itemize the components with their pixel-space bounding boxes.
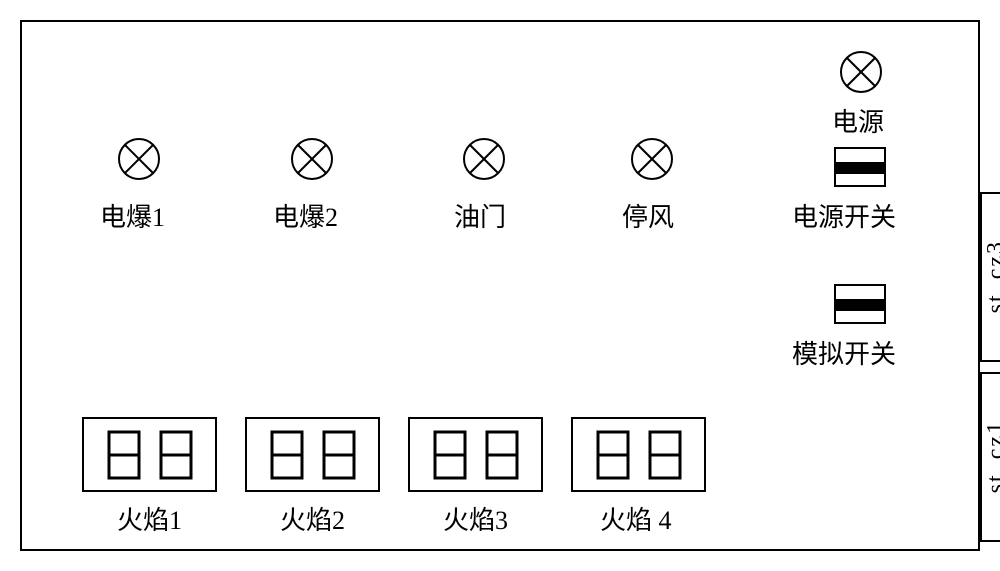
side-label-cz1: st_cz1 xyxy=(980,372,1000,542)
flame-display-2-label: 火焰2 xyxy=(280,500,345,537)
digit-icon xyxy=(322,430,356,480)
power-switch-label: 电源开关 xyxy=(792,197,896,234)
lamp-power xyxy=(839,50,883,94)
lamp-dianbao2 xyxy=(290,137,334,181)
digit-icon xyxy=(648,430,682,480)
sim-switch[interactable] xyxy=(834,284,886,324)
side-label-cz3: st_cz3 xyxy=(980,192,1000,362)
digit-icon xyxy=(485,430,519,480)
sim-switch-label: 模拟开关 xyxy=(792,334,896,371)
digit-icon xyxy=(107,430,141,480)
lamp-dianbao1-label: 电爆1 xyxy=(100,197,165,234)
side-label-cz1-text: st_cz1 xyxy=(983,420,1000,493)
lamp-tingfeng xyxy=(630,137,674,181)
lamp-dianbao2-label: 电爆2 xyxy=(273,197,338,234)
flame-display-1-label: 火焰1 xyxy=(117,500,182,537)
lamp-youmen-label: 油门 xyxy=(454,197,506,234)
digit-icon xyxy=(596,430,630,480)
flame-display-4-label: 火焰 4 xyxy=(600,500,672,537)
flame-display-3 xyxy=(408,417,543,492)
lamp-tingfeng-label: 停风 xyxy=(622,197,674,234)
flame-display-2 xyxy=(245,417,380,492)
power-switch[interactable] xyxy=(834,147,886,187)
switch-bar xyxy=(836,299,884,311)
digit-icon xyxy=(270,430,304,480)
digit-icon xyxy=(159,430,193,480)
lamp-power-label: 电源 xyxy=(832,102,884,139)
side-label-cz3-text: st_cz3 xyxy=(983,240,1000,313)
control-panel: 电爆1 电爆2 油门 停风 电源 电源开关 模拟开关 火焰1 火焰2 xyxy=(20,20,980,551)
lamp-dianbao1 xyxy=(117,137,161,181)
flame-display-1 xyxy=(82,417,217,492)
switch-bar xyxy=(836,162,884,174)
flame-display-3-label: 火焰3 xyxy=(443,500,508,537)
digit-icon xyxy=(433,430,467,480)
flame-display-4 xyxy=(571,417,706,492)
lamp-youmen xyxy=(462,137,506,181)
